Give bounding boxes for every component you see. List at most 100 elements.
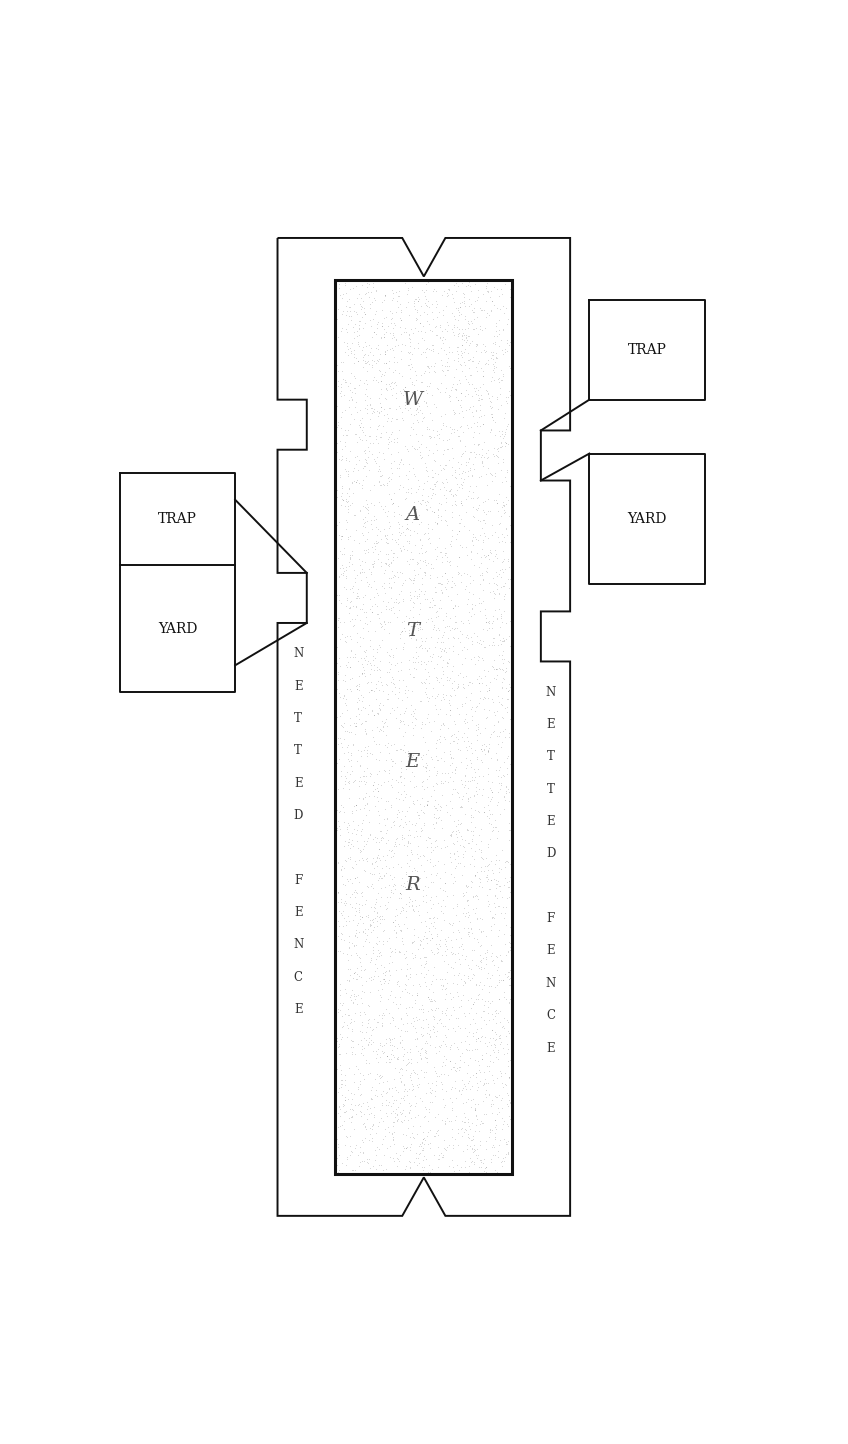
Point <box>432 682 445 705</box>
Point <box>376 1092 389 1115</box>
Point <box>443 479 456 503</box>
Point <box>431 1011 444 1034</box>
Point <box>370 901 383 924</box>
Point <box>390 1109 404 1132</box>
Point <box>346 809 360 832</box>
Point <box>430 1073 444 1096</box>
Point <box>429 967 443 991</box>
Point <box>412 542 426 565</box>
Point <box>471 508 484 531</box>
Point <box>348 770 361 793</box>
Point <box>337 716 350 739</box>
Point <box>493 771 506 794</box>
Point <box>496 1076 510 1099</box>
Point <box>427 1144 441 1167</box>
Point <box>483 617 496 640</box>
Point <box>468 699 482 722</box>
Point <box>439 934 453 957</box>
Point <box>426 892 439 915</box>
Point <box>504 1090 517 1113</box>
Point <box>387 371 400 394</box>
Point <box>421 485 435 508</box>
Point <box>343 989 357 1012</box>
Point <box>482 526 495 549</box>
Point <box>465 917 478 940</box>
Point <box>466 845 479 868</box>
Point <box>456 835 470 858</box>
Point <box>413 527 427 550</box>
Point <box>462 1001 476 1024</box>
Point <box>372 1138 386 1161</box>
Point <box>360 830 374 853</box>
Point <box>388 310 401 334</box>
Point <box>443 1035 456 1058</box>
Point <box>498 572 511 595</box>
Point <box>414 962 427 985</box>
Point <box>406 591 420 614</box>
Point <box>459 781 472 804</box>
Point <box>501 940 515 963</box>
Point <box>472 631 486 654</box>
Point <box>399 697 413 721</box>
Point <box>343 591 357 614</box>
Point <box>372 1004 386 1027</box>
Point <box>427 277 441 300</box>
Point <box>445 783 459 806</box>
Point <box>459 829 472 852</box>
Point <box>366 552 380 575</box>
Point <box>333 1115 347 1138</box>
Point <box>445 505 459 529</box>
Point <box>467 927 481 950</box>
Point <box>455 622 468 645</box>
Point <box>425 988 438 1011</box>
Point <box>452 845 466 868</box>
Point <box>372 941 386 965</box>
Point <box>349 422 362 445</box>
Text: R: R <box>405 875 420 894</box>
Point <box>485 524 499 547</box>
Point <box>494 765 507 788</box>
Point <box>495 1086 509 1109</box>
Point <box>474 357 488 380</box>
Point <box>502 1141 516 1164</box>
Point <box>488 1021 501 1044</box>
Point <box>347 962 360 985</box>
Point <box>454 352 467 375</box>
Point <box>380 401 393 425</box>
Point <box>421 1121 435 1144</box>
Point <box>459 757 472 780</box>
Point <box>342 462 355 485</box>
Point <box>383 702 397 725</box>
Point <box>466 1087 479 1110</box>
Point <box>476 907 489 930</box>
Point <box>455 827 468 851</box>
Point <box>431 761 444 784</box>
Point <box>449 377 463 400</box>
Point <box>358 283 371 306</box>
Point <box>482 799 495 822</box>
Point <box>470 1066 483 1089</box>
Point <box>416 712 429 735</box>
Point <box>481 302 494 325</box>
Point <box>407 592 421 615</box>
Point <box>412 803 426 826</box>
Point <box>498 696 511 719</box>
Point <box>373 650 387 673</box>
Point <box>390 695 404 718</box>
Point <box>438 1054 452 1077</box>
Point <box>353 399 366 422</box>
Point <box>457 635 471 658</box>
Point <box>377 908 390 931</box>
Point <box>477 686 491 709</box>
Point <box>371 1011 385 1034</box>
Point <box>448 461 461 484</box>
Point <box>348 351 361 374</box>
Point <box>332 606 345 630</box>
Point <box>377 397 391 420</box>
Point <box>384 308 398 331</box>
Point <box>334 524 348 547</box>
Point <box>385 420 399 443</box>
Point <box>466 1139 479 1162</box>
Point <box>444 851 458 874</box>
Point <box>354 647 368 670</box>
